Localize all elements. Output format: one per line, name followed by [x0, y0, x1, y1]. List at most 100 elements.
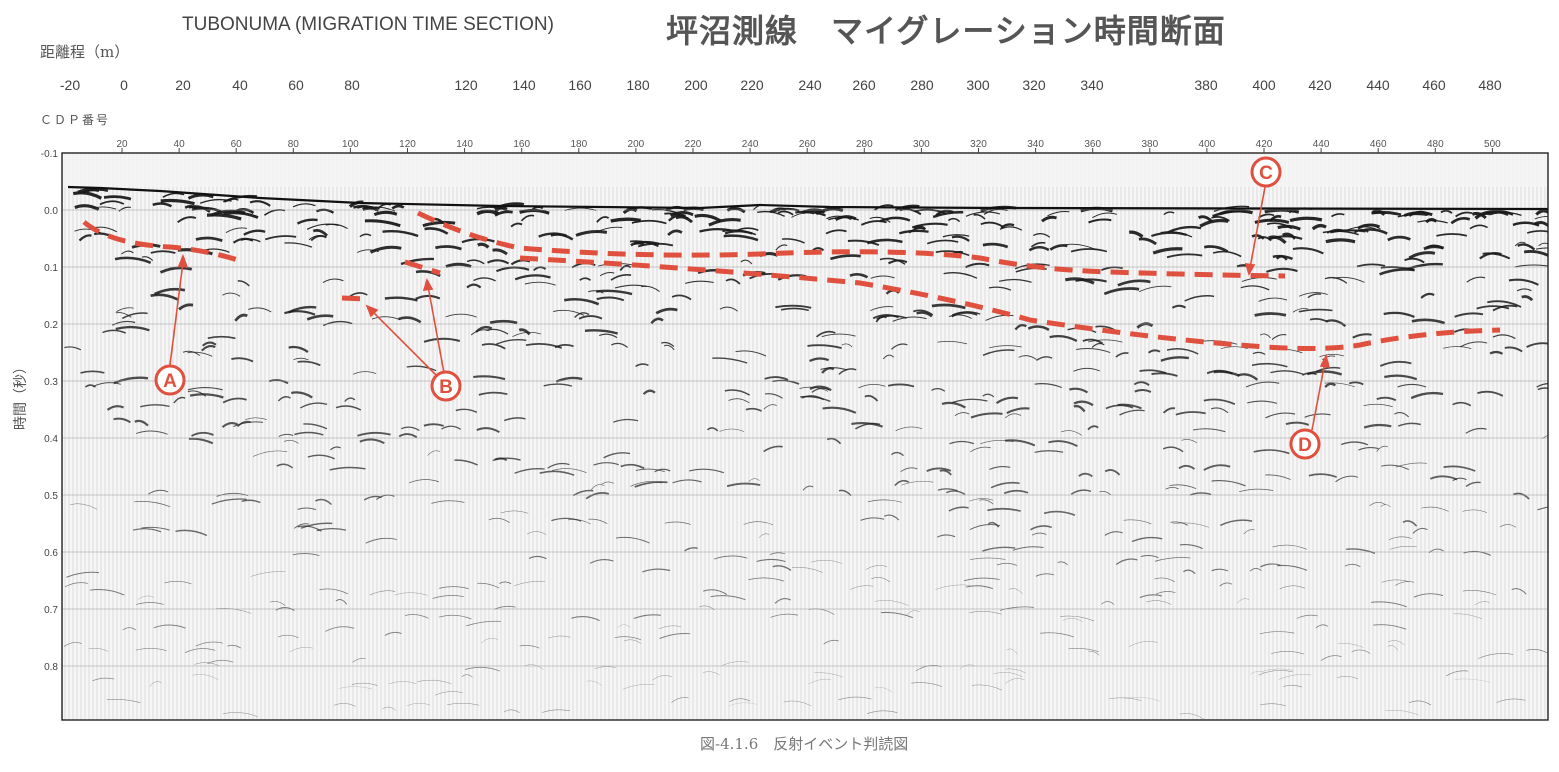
wiggle-trace — [1324, 276, 1348, 284]
wiggle-trace — [1499, 524, 1517, 528]
wiggle-trace — [588, 518, 608, 525]
wiggle-trace — [70, 503, 98, 510]
wiggle-trace — [1249, 567, 1262, 572]
wiggle-trace — [1394, 412, 1409, 418]
wiggle-trace — [1344, 563, 1361, 568]
wiggle-trace — [1000, 223, 1015, 229]
wiggle-trace — [623, 639, 642, 644]
cdp-tick-label: 360 — [1084, 139, 1101, 150]
time-tick-label: 0.0 — [44, 206, 58, 217]
wiggle-trace — [1048, 440, 1078, 448]
wiggle-trace — [276, 463, 294, 469]
wiggle-trace — [951, 235, 970, 242]
distance-tick-label: 160 — [568, 77, 592, 93]
distance-tick-label: 440 — [1366, 77, 1390, 93]
wiggle-trace — [821, 333, 856, 338]
wiggle-trace — [384, 296, 418, 302]
wiggle-trace — [435, 245, 462, 251]
wiggle-trace — [1526, 649, 1548, 654]
wiggle-trace — [1436, 233, 1468, 237]
distance-tick-label: 260 — [852, 77, 876, 93]
wiggle-trace — [823, 639, 839, 645]
wiggle-trace — [1369, 502, 1386, 507]
wiggle-trace — [629, 240, 659, 248]
arrow-c — [1249, 186, 1266, 269]
wiggle-trace — [851, 421, 883, 428]
wiggle-trace — [80, 370, 105, 374]
wiggle-trace — [187, 390, 207, 397]
distance-tick-label: 240 — [798, 77, 822, 93]
wiggle-trace — [937, 488, 958, 492]
wiggle-trace — [1004, 678, 1025, 684]
marker-b: B — [430, 370, 462, 402]
wiggle-trace — [1397, 213, 1428, 218]
wiggle-trace — [1411, 318, 1446, 325]
arrow-d-head — [1319, 353, 1331, 368]
wiggle-trace — [1538, 242, 1548, 247]
wiggle-trace — [911, 222, 948, 229]
wiggle-trace — [364, 219, 401, 228]
wiggle-trace — [855, 422, 881, 430]
wiggle-trace — [299, 402, 328, 409]
marker-arrows — [169, 186, 1331, 431]
wiggle-trace — [769, 207, 787, 214]
wiggle-trace — [689, 468, 724, 474]
wiggle-trace — [613, 418, 639, 423]
wiggle-trace — [1140, 554, 1159, 559]
wiggle-trace — [391, 204, 405, 210]
wiggle-trace — [103, 195, 132, 201]
wiggle-trace — [1139, 594, 1163, 599]
wiggle-trace — [989, 345, 1022, 349]
distance-tick-label: 80 — [344, 77, 360, 93]
wiggle-trace — [1363, 403, 1393, 408]
wiggle-trace — [424, 227, 449, 235]
wiggle-trace — [187, 351, 213, 357]
wiggle-trace — [1240, 285, 1270, 291]
wiggle-trace — [494, 206, 508, 213]
event-b-line — [404, 259, 441, 276]
cdp-tick-label: 60 — [231, 139, 243, 150]
wiggle-trace — [654, 468, 671, 473]
wiggle-trace — [524, 281, 556, 286]
wiggle-trace — [849, 273, 869, 279]
wiggle-trace — [743, 521, 774, 526]
wiggle-trace — [748, 478, 760, 483]
wiggle-trace — [312, 228, 328, 237]
wiggle-trace — [525, 664, 544, 670]
wiggle-trace — [115, 312, 132, 318]
wiggle-trace — [357, 431, 391, 437]
wiggle-trace — [954, 412, 970, 417]
wiggle-trace — [603, 452, 631, 459]
arrow-b1-head — [365, 304, 379, 318]
wiggle-trace — [539, 470, 575, 476]
wiggle-trace — [114, 256, 152, 264]
wiggle-trace — [1175, 411, 1206, 416]
wiggle-trace — [1420, 292, 1435, 299]
wiggle-trace — [415, 294, 441, 300]
marker-a: A — [154, 364, 186, 396]
wiggle-trace — [588, 290, 604, 294]
wiggle-trace — [1395, 462, 1427, 468]
wiggle-trace — [1462, 509, 1487, 513]
wiggle-trace — [476, 427, 500, 434]
event-a-line — [82, 220, 239, 263]
wiggle-trace — [1363, 423, 1392, 429]
wiggle-trace — [1335, 475, 1359, 483]
wiggle-trace — [473, 375, 506, 381]
cdp-tick-label: 20 — [116, 139, 128, 150]
wiggle-trace — [78, 234, 92, 242]
cdp-tick-label: 260 — [799, 139, 816, 150]
wiggle-trace — [874, 600, 909, 606]
distance-axis-label: 距離程（m） — [40, 43, 130, 61]
wiggle-trace — [1514, 241, 1526, 247]
wiggle-trace — [598, 333, 618, 339]
wiggle-trace — [1307, 293, 1322, 299]
arrow-d — [1311, 361, 1326, 431]
wiggle-trace — [764, 376, 789, 381]
wiggle-trace — [637, 242, 674, 248]
wiggle-trace — [1324, 382, 1355, 388]
wiggle-trace — [400, 426, 420, 431]
wiggle-trace — [916, 311, 933, 318]
wiggle-trace — [811, 387, 830, 393]
wiggle-trace — [202, 341, 217, 347]
